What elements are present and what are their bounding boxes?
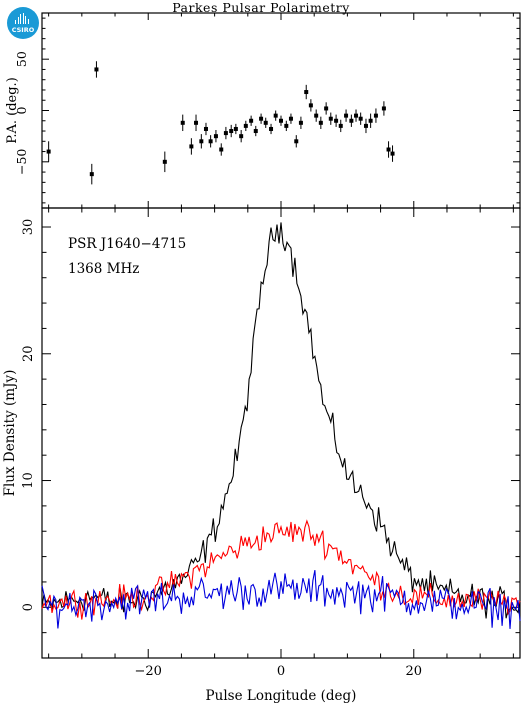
csiro-logo-mark	[15, 13, 31, 24]
flux-x-tick-label: 0	[277, 664, 285, 679]
pa-plot-frame	[41, 12, 521, 209]
pa-y-axis-label: P.A. (deg.)	[5, 77, 20, 144]
csiro-logo: CSIRO	[7, 7, 39, 39]
pa-data-point	[189, 144, 194, 149]
pa-data-point	[304, 90, 309, 95]
pa-data-point	[259, 116, 264, 121]
flux-y-tick-label: 20	[21, 346, 36, 363]
pa-data-point	[381, 106, 386, 111]
pa-data-point	[354, 113, 359, 118]
pa-data-point	[194, 120, 199, 125]
pa-data-point	[368, 118, 373, 123]
pa-data-point	[273, 113, 278, 118]
pa-data-point	[390, 151, 395, 156]
pa-data-point	[269, 126, 274, 131]
pa-data-point	[344, 113, 349, 118]
flux-x-tick-label: −20	[135, 664, 162, 679]
pa-data-point	[279, 118, 283, 123]
pa-data-point	[208, 139, 213, 144]
pa-data-point	[203, 126, 208, 131]
frequency-annotation: 1368 MHz	[68, 261, 139, 277]
flux-y-axis-label: Flux Density (mJy)	[2, 370, 18, 497]
flux-x-tick-label: 20	[406, 664, 423, 679]
pa-data-point	[349, 118, 354, 123]
pa-data-point	[219, 147, 224, 152]
pa-data-point	[94, 67, 99, 72]
pa-data-point	[233, 126, 238, 131]
pa-data-point	[298, 120, 303, 125]
pa-data-point	[318, 120, 323, 125]
csiro-logo-text: CSIRO	[11, 26, 35, 34]
pa-y-tick-label: 50	[14, 51, 29, 67]
pa-panel: −50 0 50 P.A. (deg.)	[5, 12, 521, 209]
pa-data-point	[180, 120, 185, 125]
pa-data-point	[314, 113, 319, 118]
chart-title: Parkes Pulsar Polarimetry	[172, 0, 350, 15]
pa-data-point	[46, 149, 51, 154]
pa-y-tick-label: −50	[14, 149, 29, 175]
flux-y-tick-label: 30	[21, 219, 36, 236]
pa-data-point	[358, 116, 363, 121]
flux-y-tick-label: 0	[21, 603, 36, 611]
pa-data-point	[324, 106, 329, 111]
pa-data-point	[373, 113, 378, 118]
pa-data-point	[243, 123, 248, 128]
pa-data-point	[288, 116, 293, 121]
pa-data-point	[328, 116, 333, 121]
pa-y-tick-label: 0	[14, 106, 29, 114]
flux-circular-line	[41, 569, 521, 629]
pulsar-name-annotation: PSR J1640−4715	[68, 236, 186, 252]
pa-data-point	[363, 123, 368, 128]
flux-total-line	[41, 222, 521, 619]
pa-data-point	[213, 134, 218, 139]
pa-data-point	[162, 159, 167, 164]
pa-data-point	[334, 118, 339, 123]
pa-data-point	[294, 139, 299, 144]
pa-data-point	[308, 103, 313, 108]
pa-data-point	[263, 120, 268, 125]
flux-x-axis-label: Pulse Longitude (deg)	[206, 688, 357, 704]
pa-data-point	[199, 139, 204, 144]
pa-data-point	[249, 118, 254, 123]
pa-data-point	[386, 147, 391, 152]
pa-data-point	[338, 123, 343, 128]
flux-y-tick-label: 10	[21, 472, 36, 489]
flux-panel: −20 0 20 0 10 20 30 Pulse Longitude (deg) Flux D…	[2, 207, 521, 704]
pa-data-point	[89, 172, 94, 177]
pa-data-point	[284, 123, 289, 128]
pa-data-point	[253, 129, 258, 134]
flux-linear-line	[41, 519, 521, 620]
pa-data-point	[229, 129, 234, 134]
pa-data-point	[223, 131, 228, 136]
pa-data-point	[239, 134, 244, 139]
